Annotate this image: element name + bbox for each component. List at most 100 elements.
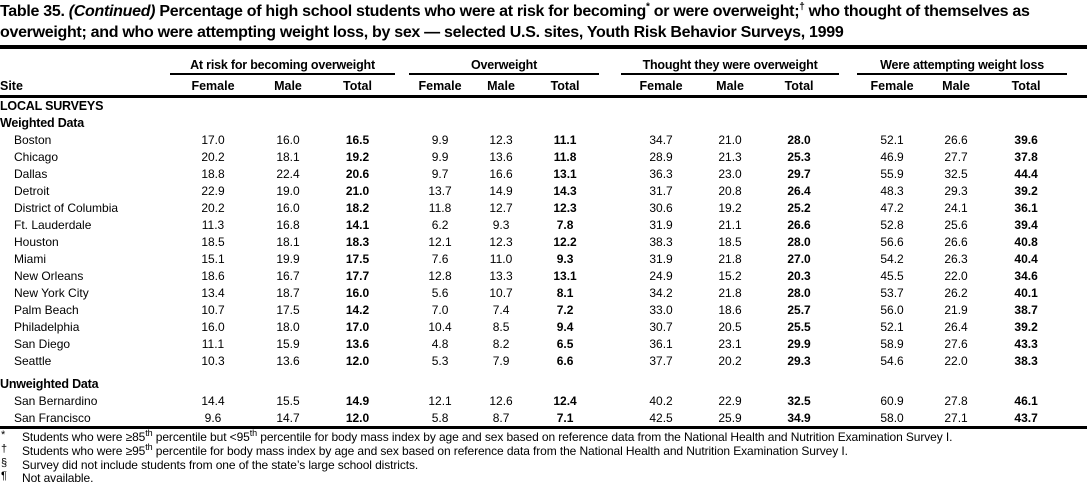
total-value-cell: 37.8 [1014, 149, 1038, 164]
column-gap [395, 335, 409, 352]
value-cell: 13.4 [201, 285, 225, 300]
footnote-marker: * [1, 429, 6, 441]
section-label: Weighted Data [0, 115, 84, 130]
table-row: New York City 13.4 18.7 16.0 5.6 10.7 8.1 34.2 2… [0, 284, 1087, 301]
column-gap [839, 250, 857, 267]
column-gap [839, 199, 857, 216]
value-cell: 26.4 [944, 319, 968, 334]
value-cell: 10.7 [489, 285, 513, 300]
value-cell: 14.7 [276, 410, 300, 425]
total-value-cell: 14.1 [345, 217, 370, 232]
total-value-cell: 12.4 [553, 393, 577, 408]
value-cell: 21.3 [718, 149, 742, 164]
title-text-2: or were overweight; [649, 3, 800, 20]
value-cell: 24.9 [649, 268, 673, 283]
column-gap [1067, 409, 1087, 426]
total-value-cell: 9.3 [556, 251, 574, 266]
continued-note: (Continued) [68, 3, 156, 20]
value-cell: 25.6 [944, 217, 968, 232]
total-value-cell: 13.6 [345, 336, 370, 351]
value-cell: 13.6 [276, 353, 300, 368]
total-value-cell: 8.1 [556, 285, 574, 300]
total-value-cell: 16.0 [345, 285, 370, 300]
value-cell: 20.8 [718, 183, 742, 198]
value-cell: 12.1 [428, 393, 452, 408]
column-gap [1067, 233, 1087, 250]
value-cell: 11.0 [489, 251, 513, 266]
value-cell: 14.4 [201, 393, 225, 408]
value-cell: 12.7 [489, 200, 513, 215]
value-cell: 16.8 [276, 217, 300, 232]
value-cell: 29.3 [944, 183, 968, 198]
column-gap [395, 301, 409, 318]
column-gap [395, 392, 409, 409]
column-gap [839, 216, 857, 233]
section-label-row: Unweighted Data [0, 375, 1087, 392]
table-row: Philadelphia 16.0 18.0 17.0 10.4 8.5 9.4 30.7 20… [0, 318, 1087, 335]
value-cell: 34.7 [649, 132, 673, 147]
column-gap [839, 182, 857, 199]
total-value-cell: 11.8 [553, 149, 577, 164]
total-value-cell: 12.3 [553, 200, 577, 215]
column-gap [395, 352, 409, 369]
value-cell: 11.1 [201, 336, 225, 351]
column-gap [599, 409, 621, 426]
value-cell: 27.6 [944, 336, 968, 351]
column-gap [599, 318, 621, 335]
value-cell: 17.5 [276, 302, 300, 317]
value-cell: 42.5 [649, 410, 673, 425]
value-cell: 12.3 [489, 234, 513, 249]
table-row: Boston 17.0 16.0 16.5 9.9 12.3 11.1 34.7 21.0 28.… [0, 131, 1087, 148]
total-value-cell: 29.7 [787, 166, 811, 181]
table-row: San Bernardino 14.4 15.5 14.9 12.1 12.6 12.4 40… [0, 392, 1087, 409]
table-row: Houston 18.5 18.1 18.3 12.1 12.3 12.2 38.3 18.5 2… [0, 233, 1087, 250]
column-gap [395, 409, 409, 426]
value-cell: 14.9 [489, 183, 513, 198]
site-cell: Boston [14, 132, 52, 147]
total-value-cell: 25.5 [787, 319, 811, 334]
value-cell: 53.7 [880, 285, 904, 300]
value-cell: 18.0 [276, 319, 300, 334]
value-cell: 16.0 [276, 200, 300, 215]
column-gap [599, 250, 621, 267]
total-value-cell: 28.0 [787, 132, 811, 147]
value-cell: 16.7 [276, 268, 300, 283]
value-cell: 8.7 [492, 410, 510, 425]
column-gap [1067, 182, 1087, 199]
footnote-superscript: th [145, 441, 153, 452]
value-cell: 33.0 [649, 302, 673, 317]
column-gap [395, 52, 409, 97]
value-cell: 56.0 [880, 302, 904, 317]
value-cell: 38.3 [649, 234, 673, 249]
value-cell: 12.8 [428, 268, 452, 283]
table-row: San Francisco 9.6 14.7 12.0 5.8 8.7 7.1 42.5 25.… [0, 409, 1087, 426]
total-value-cell: 25.3 [787, 149, 811, 164]
total-value-cell: 12.2 [553, 234, 577, 249]
value-cell: 31.9 [649, 251, 673, 266]
column-gap [1067, 199, 1087, 216]
total-value-cell: 27.0 [787, 251, 811, 266]
column-gap [1067, 148, 1087, 165]
value-cell: 16.0 [201, 319, 225, 334]
value-cell: 5.8 [431, 410, 449, 425]
column-gap [839, 233, 857, 250]
site-cell: San Bernardino [14, 393, 98, 408]
site-cell: New York City [14, 285, 89, 300]
value-cell: 28.9 [649, 149, 673, 164]
value-cell: 27.1 [944, 410, 968, 425]
footnote-marker: § [1, 456, 8, 469]
column-group-thought-overweight: Thought they were overweight [621, 52, 840, 75]
value-cell: 17.0 [201, 132, 225, 147]
value-cell: 58.0 [880, 410, 904, 425]
column-group-at-risk: At risk for becoming overweight [170, 52, 396, 75]
col-header-male: Male [942, 79, 970, 93]
table-row: Chicago 20.2 18.1 19.2 9.9 13.6 11.8 28.9 21.3 25… [0, 148, 1087, 165]
value-cell: 10.3 [201, 353, 225, 368]
column-gap [599, 233, 621, 250]
col-header-total: Total [784, 79, 814, 93]
footnote-ref-asterisk: * [646, 1, 650, 13]
total-value-cell: 39.2 [1014, 183, 1038, 198]
total-value-cell: 16.5 [345, 132, 370, 147]
value-cell: 20.2 [201, 200, 225, 215]
total-value-cell: 43.7 [1014, 410, 1038, 425]
